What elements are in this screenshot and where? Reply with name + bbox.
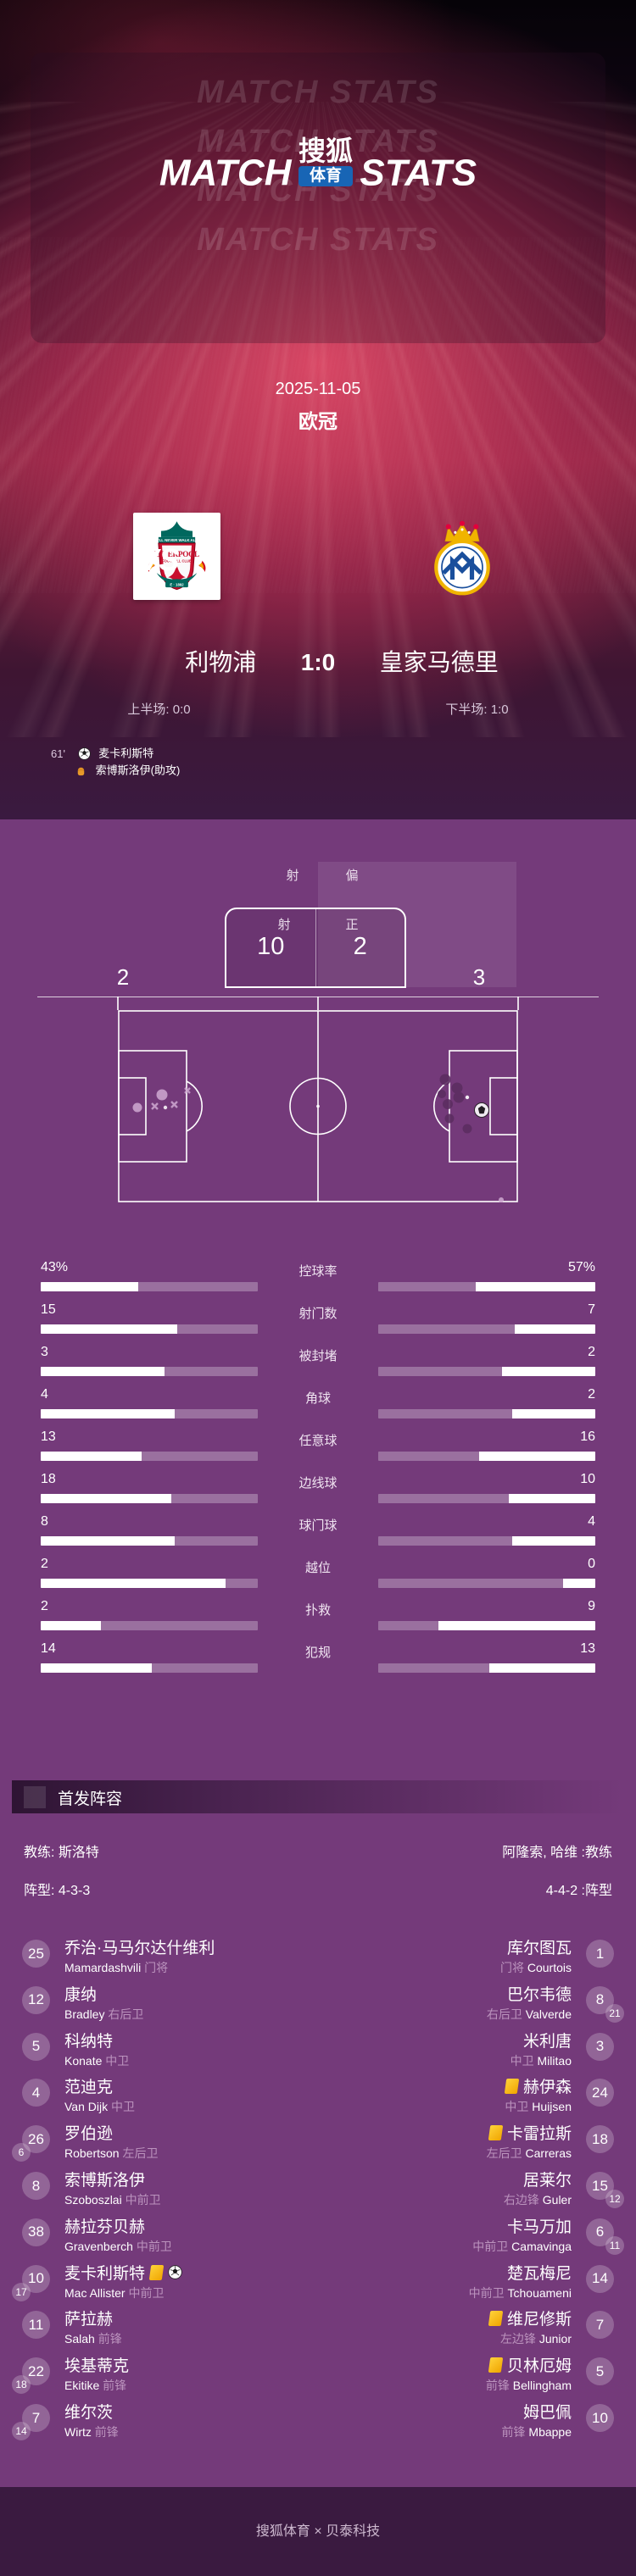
- svg-text:E · 1892: E · 1892: [170, 583, 184, 587]
